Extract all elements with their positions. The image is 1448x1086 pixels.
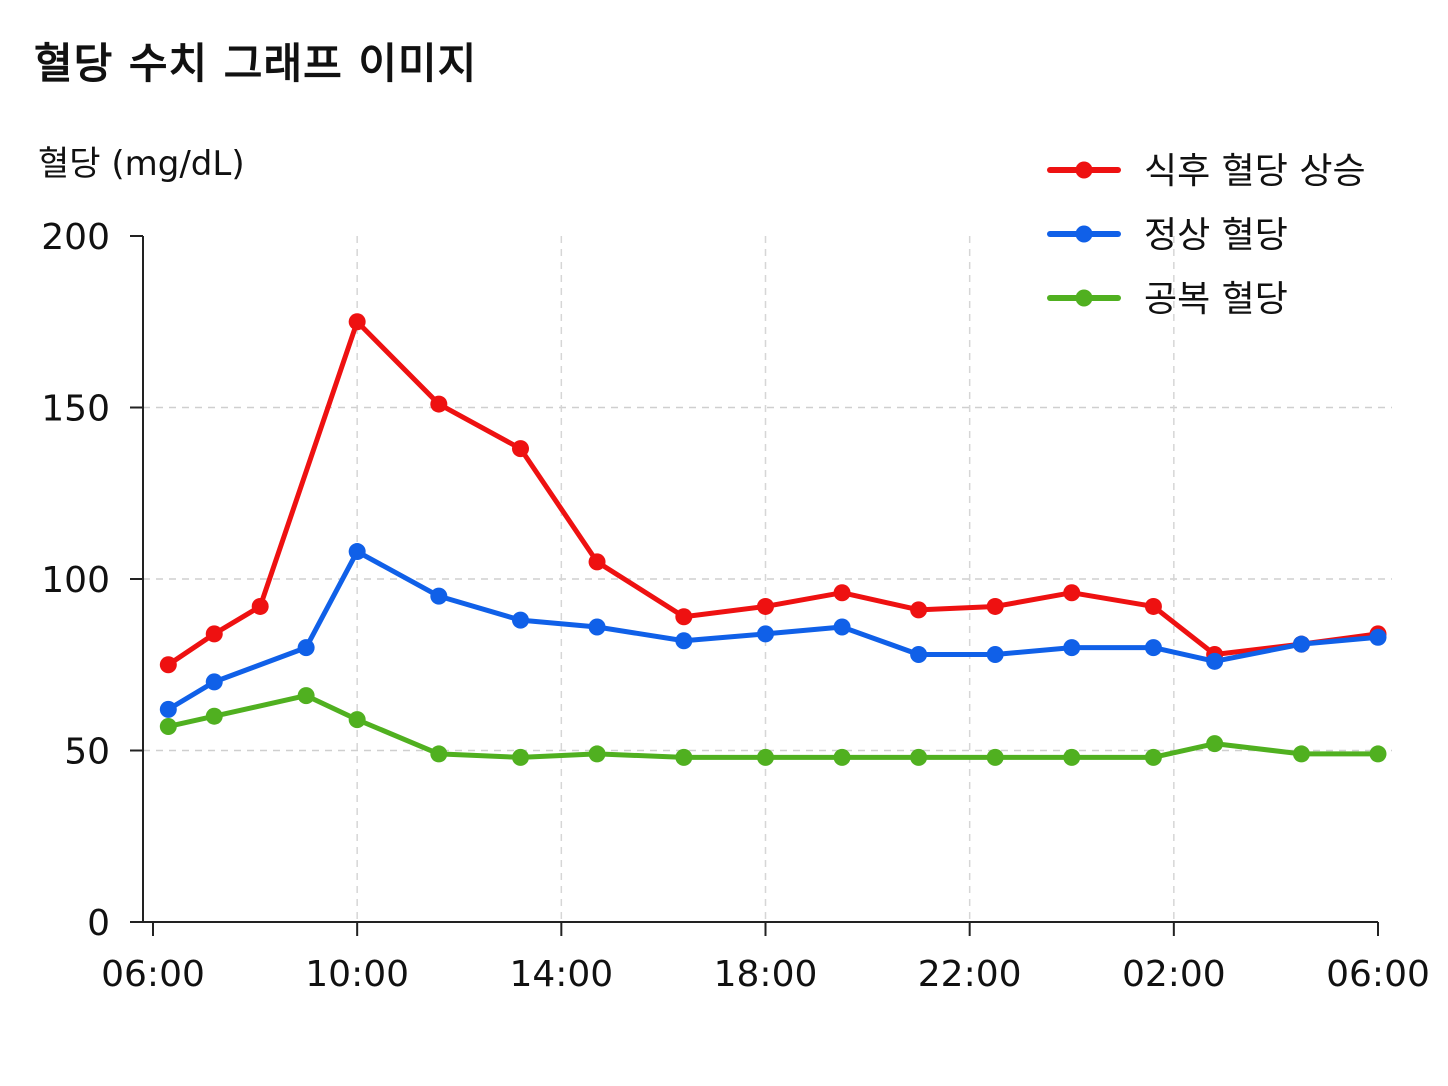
data-point-s0-4: [430, 395, 448, 413]
data-point-s1-13: [1144, 639, 1162, 657]
data-point-s2-4: [430, 745, 448, 763]
y-tick-label-50: 50: [64, 732, 110, 773]
data-point-s0-8: [757, 597, 774, 615]
data-point-s1-0: [159, 700, 177, 718]
chart-title: 혈당 수치 그래프 이미지: [34, 39, 478, 88]
data-point-s1-2: [297, 639, 315, 657]
data-point-s0-1: [205, 625, 223, 643]
x-tick-label-3: 18:00: [714, 954, 818, 995]
data-point-s1-12: [1063, 639, 1081, 657]
legend-label-1: 정상 혈당: [1144, 215, 1288, 256]
data-point-s1-7: [675, 632, 693, 650]
x-tick-label-6: 06:00: [1326, 954, 1430, 995]
data-point-s0-11: [986, 597, 1004, 615]
series-line-2: [165, 693, 1381, 760]
data-point-s2-8: [757, 748, 774, 766]
data-point-s0-10: [910, 601, 928, 619]
y-tick-label-0: 0: [87, 903, 110, 944]
data-point-s0-0: [159, 656, 177, 674]
data-point-s1-11: [986, 645, 1004, 663]
data-point-s1-5: [512, 611, 529, 629]
legend-label-2: 공복 혈당: [1144, 279, 1288, 320]
data-point-s0-6: [588, 553, 606, 571]
y-tick-label-150: 150: [41, 389, 110, 430]
data-point-s2-7: [675, 748, 693, 766]
data-series: [159, 313, 1387, 766]
x-tick-label-2: 14:00: [509, 954, 613, 995]
data-point-s2-10: [910, 748, 928, 766]
x-tick-label-4: 22:00: [918, 954, 1022, 995]
data-point-s2-9: [833, 748, 851, 766]
data-point-s2-2: [297, 687, 315, 705]
data-point-s2-0: [159, 717, 177, 735]
data-point-s1-9: [833, 618, 851, 636]
tick-labels: 0 50 100 150 200 06:00 10:00 14:00 18:00 22:00 02:…: [41, 217, 1430, 995]
x-tick-label-0: 06:00: [101, 954, 205, 995]
data-point-s2-6: [588, 745, 606, 763]
axes: [130, 235, 1379, 936]
data-point-s2-13: [1144, 748, 1162, 766]
data-point-s2-15: [1292, 745, 1310, 763]
data-point-s2-14: [1206, 735, 1224, 753]
data-point-s1-8: [757, 625, 774, 643]
y-tick-label-100: 100: [41, 560, 110, 601]
legend-label-0: 식후 혈당 상승: [1144, 151, 1366, 192]
legend-marker-2: [1075, 289, 1093, 307]
data-point-s0-7: [675, 608, 693, 626]
data-point-s0-2: [251, 597, 269, 615]
data-point-s1-14: [1206, 652, 1224, 670]
legend-marker-0: [1075, 161, 1093, 179]
data-point-s1-4: [430, 587, 448, 605]
data-point-s1-3: [348, 543, 366, 561]
data-point-s1-1: [205, 673, 223, 691]
y-tick-label-200: 200: [41, 217, 110, 258]
data-point-s0-3: [348, 313, 366, 331]
data-point-s2-5: [512, 748, 529, 766]
data-point-s2-12: [1063, 748, 1081, 766]
series-line-0: [165, 319, 1381, 668]
grid-lines: [143, 236, 1392, 922]
data-point-s1-16: [1369, 628, 1387, 646]
data-point-s0-9: [833, 584, 851, 602]
data-point-s2-11: [986, 748, 1004, 766]
data-point-s0-13: [1144, 597, 1162, 615]
x-tick-label-1: 10:00: [305, 954, 409, 995]
data-point-s0-5: [512, 440, 529, 458]
data-point-s1-6: [588, 618, 606, 636]
data-point-s2-1: [205, 707, 223, 725]
data-point-s2-16: [1369, 745, 1387, 763]
x-tick-label-5: 02:00: [1122, 954, 1226, 995]
data-point-s1-10: [910, 645, 928, 663]
data-point-s1-15: [1292, 635, 1310, 653]
legend-marker-1: [1075, 225, 1093, 243]
y-axis-label: 혈당 (mg/dL): [38, 144, 245, 184]
data-point-s2-3: [348, 711, 366, 729]
data-point-s0-12: [1063, 584, 1081, 602]
